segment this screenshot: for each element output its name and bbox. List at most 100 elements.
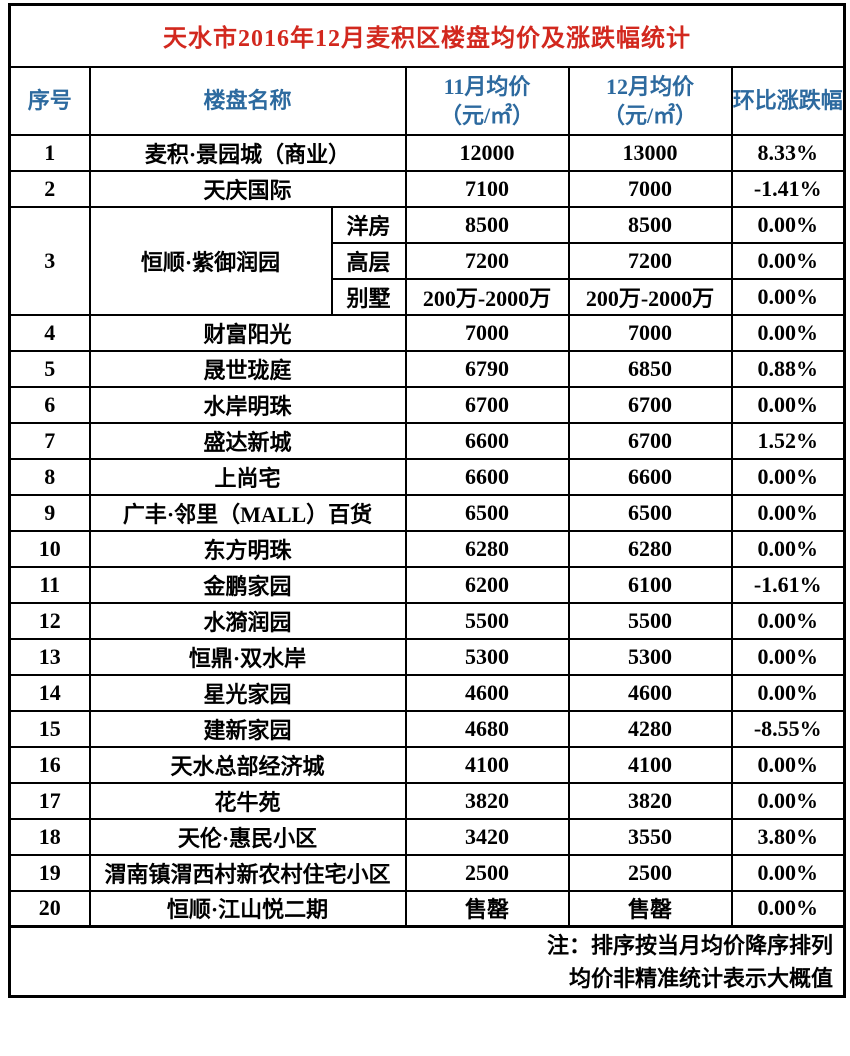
change-cell: 0.00% [730,637,846,676]
dec-price-cell: 6600 [567,457,733,496]
dec-price-cell: 7000 [567,313,733,352]
row-index-cell: 15 [8,709,91,748]
dec-price-cell: 13000 [567,133,733,172]
dec-price-cell: 6850 [567,349,733,388]
table-row: 5 晟世珑庭 6790 6850 0.88% [8,349,846,388]
row-index-cell: 13 [8,637,91,676]
footnote-line2: 均价非精准统计表示大概值 [568,965,833,991]
property-name-cell: 恒鼎·双水岸 [88,637,407,676]
dec-price-cell: 3820 [567,781,733,820]
table-row: 别墅 200万-2000万 200万-2000万 0.00% [10,277,846,316]
nov-price-cell: 6200 [404,565,570,604]
property-name-cell: 恒顺·江山悦二期 [88,889,407,928]
dec-price-cell: 4100 [567,745,733,784]
dec-price-cell: 8500 [567,205,733,244]
table-row: 10 东方明珠 6280 6280 0.00% [8,529,846,568]
nov-price-cell: 12000 [404,133,570,172]
col-header-dec-price: 12月均价 （元/㎡） [567,65,733,136]
table-row: 12 水漪润园 5500 5500 0.00% [8,601,846,640]
nov-price-cell: 5300 [404,637,570,676]
change-cell: 0.00% [730,457,846,496]
row-index-cell: 12 [8,601,91,640]
row-index-cell: 5 [8,349,91,388]
dec-price-cell: 7000 [567,169,733,208]
change-cell: 1.52% [730,421,846,460]
table-row: 8 上尚宅 6600 6600 0.00% [8,457,846,496]
row-index-cell: 16 [8,745,91,784]
property-name-cell: 广丰·邻里（MALL）百货 [88,493,407,532]
title-row: 天水市2016年12月麦积区楼盘均价及涨跌幅统计 [8,3,846,68]
nov-price-cell: 7000 [404,313,570,352]
note-row: 注：排序按当月均价降序排列 均价非精准统计表示大概值 [8,925,846,998]
property-name-cell: 金鹏家园 [88,565,407,604]
dec-price-cell: 4600 [567,673,733,712]
table-row: 17 花牛苑 3820 3820 0.00% [8,781,846,820]
nov-price-cell: 售罄 [404,889,570,928]
change-cell: 0.00% [730,889,846,928]
dec-price-cell: 6500 [567,493,733,532]
nov-price-cell: 4600 [404,673,570,712]
table-row: 3 恒顺·紫御润园 洋房 8500 8500 0.00% [8,205,846,316]
nov-price-cell: 4100 [404,745,570,784]
dec-price-cell: 7200 [567,241,733,280]
row-index-cell: 9 [8,493,91,532]
change-cell: 0.00% [730,853,846,892]
row-index-cell: 14 [8,673,91,712]
dec-price-cell: 3550 [567,817,733,856]
nov-price-cell: 3420 [404,817,570,856]
table-row: 19 渭南镇渭西村新农村住宅小区 2500 2500 0.00% [8,853,846,892]
table-row: 11 金鹏家园 6200 6100 -1.61% [8,565,846,604]
table-row: 7 盛达新城 6600 6700 1.52% [8,421,846,460]
col-header-change: 环比涨跌幅 [730,65,846,136]
change-cell: 0.00% [730,385,846,424]
nov-price-cell: 5500 [404,601,570,640]
nov-price-cell: 4680 [404,709,570,748]
row-index-cell: 7 [8,421,91,460]
table-row: 16 天水总部经济城 4100 4100 0.00% [8,745,846,784]
dec-price-cell: 售罄 [567,889,733,928]
row-index-cell: 2 [8,169,91,208]
nov-price-cell: 6600 [404,421,570,460]
property-name-cell: 东方明珠 [88,529,407,568]
property-name-cell: 天庆国际 [88,169,407,208]
nov-price-cell: 6600 [404,457,570,496]
row-index-cell: 1 [8,133,91,172]
row-index-cell: 8 [8,457,91,496]
nov-price-cell: 6790 [404,349,570,388]
table-row: 4 财富阳光 7000 7000 0.00% [8,313,846,352]
property-name-cell: 天伦·惠民小区 [88,817,407,856]
property-name-cell: 水岸明珠 [88,385,407,424]
table-row: 14 星光家园 4600 4600 0.00% [8,673,846,712]
change-cell: -1.41% [730,169,846,208]
dec-price-cell: 2500 [567,853,733,892]
change-cell: 0.00% [730,745,846,784]
table-row: 15 建新家园 4680 4280 -8.55% [8,709,846,748]
row-index-cell: 4 [8,313,91,352]
nov-price-cell: 7200 [404,241,570,280]
table-row: 18 天伦·惠民小区 3420 3550 3.80% [8,817,846,856]
table-row: 高层 7200 7200 0.00% [10,241,846,280]
property-name-cell: 盛达新城 [88,421,407,460]
row-index-cell: 11 [8,565,91,604]
row-index-cell: 10 [8,529,91,568]
nov-price-cell: 6500 [404,493,570,532]
row-index-cell: 17 [8,781,91,820]
property-name-cell: 渭南镇渭西村新农村住宅小区 [88,853,407,892]
property-name-cell: 建新家园 [88,709,407,748]
col-header-nov-line2: （元/㎡） [439,102,535,128]
nov-price-cell: 7100 [404,169,570,208]
row-index-cell: 20 [8,889,91,928]
header-row: 序号 楼盘名称 11月均价 （元/㎡） 12月均价 （元/㎡） 环比涨跌幅 [8,65,846,136]
row-index-cell: 6 [8,385,91,424]
change-cell: 0.00% [730,529,846,568]
change-cell: 0.00% [730,673,846,712]
table-row: 2 天庆国际 7100 7000 -1.41% [8,169,846,208]
change-cell: -1.61% [730,565,846,604]
footnote-line1: 注：排序按当月均价降序排列 [546,932,833,958]
change-cell: 8.33% [730,133,846,172]
change-cell: -8.55% [730,709,846,748]
unit-type-cell: 洋房 [330,205,407,244]
nov-price-cell: 200万-2000万 [404,277,570,316]
unit-type-cell: 高层 [330,241,407,280]
